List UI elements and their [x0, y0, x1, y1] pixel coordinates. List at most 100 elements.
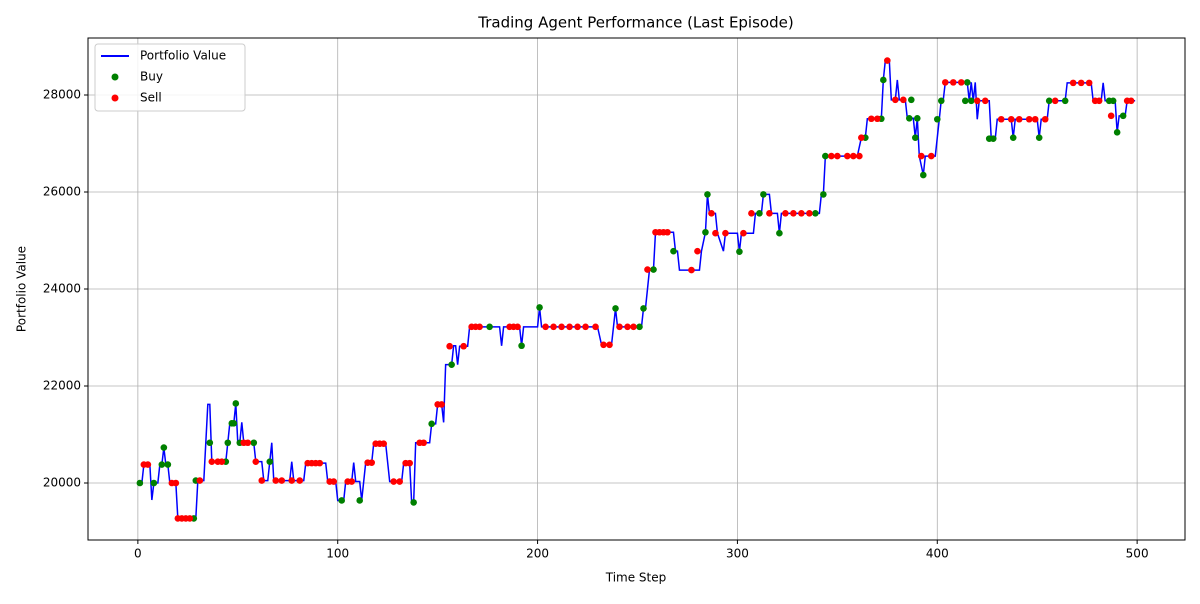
trade-marker — [230, 420, 238, 427]
trade-marker — [911, 134, 919, 141]
trade-marker — [566, 323, 573, 331]
trade-marker — [1015, 115, 1023, 123]
trade-marker — [844, 152, 851, 160]
trade-marker — [258, 477, 266, 484]
trade-marker — [1095, 97, 1103, 105]
trade-marker — [150, 479, 158, 487]
trade-marker — [272, 477, 280, 484]
trade-marker — [542, 323, 549, 331]
trade-marker — [1113, 129, 1121, 136]
y-tick-label: 24000 — [43, 282, 81, 296]
trade-marker — [1069, 79, 1077, 87]
trade-marker — [917, 152, 925, 160]
trade-marker — [446, 342, 453, 350]
trade-marker — [218, 458, 226, 465]
x-tick-label: 200 — [526, 547, 549, 561]
trade-marker — [858, 134, 865, 141]
trade-marker — [160, 444, 168, 451]
x-tick-label: 100 — [326, 547, 349, 561]
trade-marker — [736, 248, 743, 255]
trade-marker — [1077, 79, 1085, 87]
trade-marker — [828, 152, 835, 160]
trade-marker — [396, 478, 403, 485]
trade-marker — [756, 210, 763, 217]
x-tick-label: 0 — [134, 547, 142, 561]
trade-marker — [822, 152, 829, 160]
trade-marker — [518, 342, 525, 350]
trade-marker — [884, 57, 891, 64]
legend-label: Buy — [140, 70, 163, 84]
trade-marker — [266, 458, 274, 465]
trade-marker — [630, 323, 637, 331]
trade-marker — [806, 210, 813, 217]
y-axis-label: Portfolio Value — [15, 246, 29, 332]
trade-marker — [766, 210, 773, 217]
trade-marker — [196, 477, 204, 484]
trade-marker — [880, 76, 887, 84]
x-tick-label: 400 — [926, 547, 949, 561]
trade-marker — [973, 97, 981, 105]
trade-marker — [460, 342, 467, 350]
trade-marker — [208, 458, 216, 465]
plot-frame — [87, 37, 1186, 541]
trade-marker — [907, 96, 915, 104]
trade-marker — [536, 304, 543, 311]
trade-marker — [712, 229, 719, 237]
trade-marker — [368, 459, 375, 466]
trade-marker — [1109, 97, 1117, 105]
trade-marker — [252, 458, 260, 465]
trade-marker — [937, 97, 945, 105]
trade-marker — [702, 228, 709, 236]
x-tick-label: 500 — [1126, 547, 1149, 561]
trade-marker — [900, 96, 907, 104]
trade-marker — [798, 210, 805, 217]
trade-marker — [186, 515, 194, 522]
trade-marker — [1045, 97, 1053, 105]
trade-marker — [410, 499, 417, 506]
trade-marker — [1061, 97, 1069, 105]
trade-marker — [961, 97, 969, 105]
y-tick-label: 26000 — [43, 184, 81, 198]
trade-marker — [957, 79, 965, 86]
trade-marker — [476, 323, 483, 331]
trade-marker — [1127, 97, 1135, 105]
trade-marker — [624, 323, 631, 331]
trade-marker — [600, 341, 607, 349]
trade-marker — [558, 323, 565, 331]
trade-marker — [406, 459, 413, 467]
trade-marker — [892, 96, 899, 104]
trade-marker — [782, 210, 789, 217]
trade-marker — [919, 171, 927, 179]
trade-marker — [420, 439, 427, 447]
trade-marker — [1051, 97, 1059, 105]
trade-marker — [1009, 134, 1017, 141]
trade-marker — [776, 229, 783, 237]
trade-marker — [694, 247, 701, 255]
trade-marker — [989, 135, 997, 142]
trade-marker — [748, 210, 755, 217]
trade-marker — [1107, 112, 1115, 120]
trade-marker — [144, 461, 152, 468]
legend-swatch — [111, 73, 119, 81]
trade-marker — [874, 115, 881, 123]
trade-marker — [1031, 115, 1039, 123]
trade-marker — [906, 114, 913, 122]
trade-marker — [760, 191, 767, 198]
trade-marker — [592, 323, 599, 331]
trade-marker — [244, 439, 252, 447]
trade-marker — [790, 210, 797, 217]
legend-box — [94, 43, 246, 112]
trade-marker — [606, 341, 613, 349]
trade-marker — [250, 439, 258, 447]
trade-marker — [704, 191, 711, 198]
trade-marker — [582, 323, 589, 331]
trade-marker — [650, 266, 657, 273]
trade-marker — [380, 440, 387, 448]
trade-marker — [288, 477, 296, 484]
trade-marker — [967, 97, 975, 105]
y-tick-label: 22000 — [43, 379, 81, 393]
trade-marker — [348, 478, 356, 485]
trade-marker — [232, 400, 240, 407]
trade-marker — [514, 323, 521, 331]
